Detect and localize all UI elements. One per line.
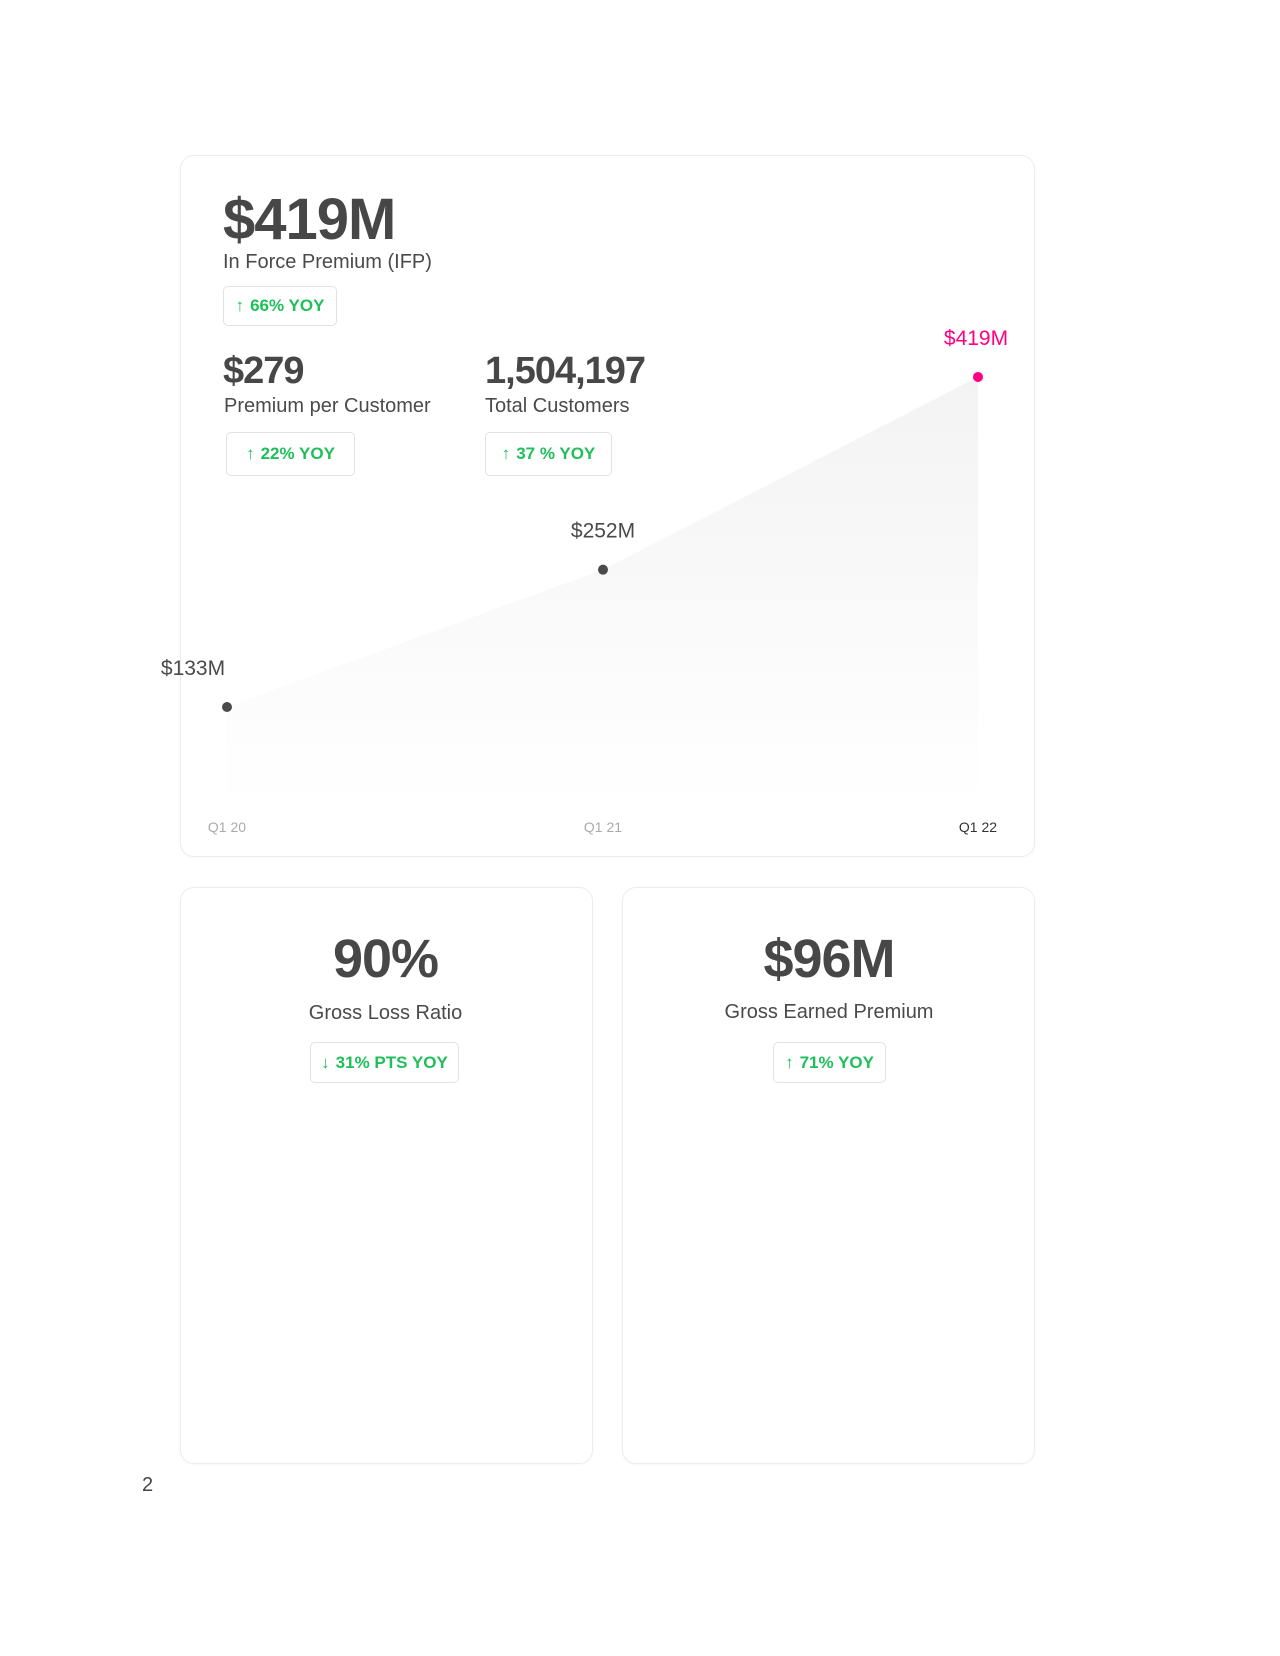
data-label: $252M bbox=[571, 520, 635, 543]
badge-text: 71% YOY bbox=[799, 1052, 874, 1072]
badge-text: 37 % YOY bbox=[516, 444, 596, 463]
ifp-yoy-badge: ↑ 66% YOY bbox=[223, 286, 337, 326]
premium-per-customer-value: $279 bbox=[223, 350, 305, 392]
badge-text: 66% YOY bbox=[250, 296, 325, 315]
x-tick-label: Q1 20 bbox=[208, 819, 246, 835]
arrow-up-icon: ↑ bbox=[501, 444, 511, 463]
earned-premium-card bbox=[622, 887, 1035, 1464]
loss-ratio-value: 90% bbox=[332, 929, 439, 989]
arrow-down-icon: ↓ bbox=[321, 1052, 330, 1072]
arrow-up-icon: ↑ bbox=[785, 1052, 794, 1072]
page-number: 2 bbox=[142, 1474, 154, 1496]
data-label: $133M bbox=[161, 657, 225, 680]
arrow-up-icon: ↑ bbox=[246, 444, 255, 463]
badge-text: 22% YOY bbox=[260, 444, 335, 463]
data-point bbox=[222, 702, 232, 712]
premium-per-customer-yoy-badge: ↑ 22% YOY bbox=[226, 432, 355, 476]
loss-ratio-label: Gross Loss Ratio bbox=[308, 1002, 463, 1024]
total-customers-label: Total Customers bbox=[485, 395, 630, 417]
earned-premium-value: $96M bbox=[763, 929, 895, 989]
loss-ratio-yoy-badge: ↓ 31% PTS YOY bbox=[310, 1042, 459, 1083]
x-tick-label: Q1 21 bbox=[584, 819, 622, 835]
ifp-label: In Force Premium (IFP) bbox=[223, 251, 432, 273]
x-tick-label: Q1 22 bbox=[959, 819, 997, 835]
total-customers-yoy-badge: ↑ 37 % YOY bbox=[485, 432, 612, 476]
arrow-up-icon: ↑ bbox=[235, 296, 245, 315]
loss-ratio-card bbox=[180, 887, 593, 1464]
data-point bbox=[973, 371, 983, 382]
ifp-value: $419M bbox=[223, 187, 396, 252]
data-point bbox=[598, 564, 608, 575]
data-label: $419M bbox=[944, 327, 1008, 350]
total-customers-value: 1,504,197 bbox=[485, 350, 646, 392]
ifp-area bbox=[227, 376, 978, 805]
earned-premium-label: Gross Earned Premium bbox=[724, 1001, 934, 1023]
premium-per-customer-label: Premium per Customer bbox=[224, 395, 431, 417]
badge-text: 31% PTS YOY bbox=[335, 1052, 448, 1072]
earned-premium-yoy-badge: ↑ 71% YOY bbox=[773, 1042, 886, 1083]
